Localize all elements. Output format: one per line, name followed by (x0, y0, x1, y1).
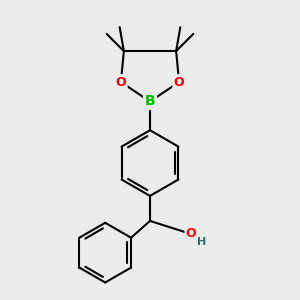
Text: H: H (197, 237, 206, 247)
Text: O: O (116, 76, 126, 88)
Text: B: B (145, 94, 155, 109)
Text: O: O (174, 76, 184, 88)
Text: O: O (186, 227, 196, 241)
